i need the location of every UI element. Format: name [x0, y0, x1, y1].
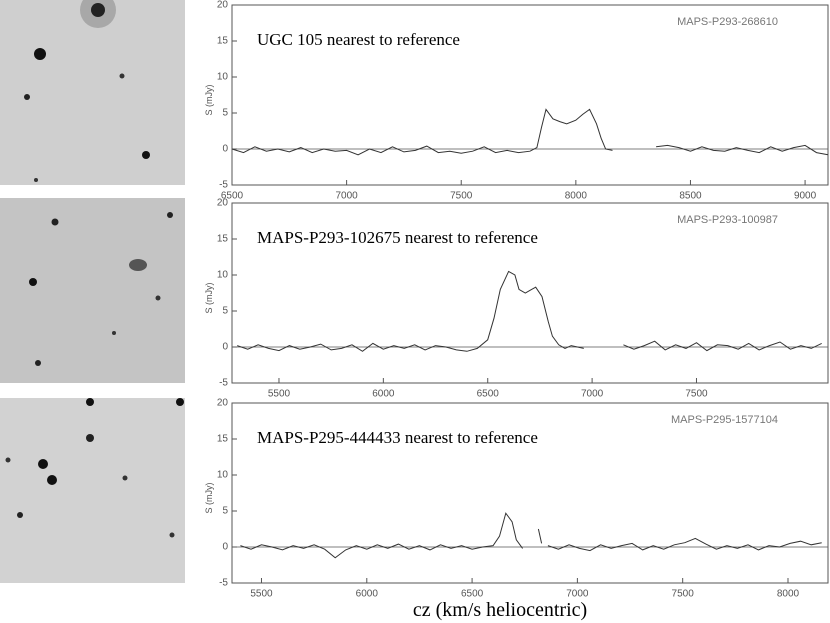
sky-image [0, 398, 185, 583]
x-tick-label: 5500 [250, 589, 273, 600]
sky-image [0, 0, 185, 185]
x-tick-label: 8000 [777, 589, 800, 600]
star [51, 218, 59, 226]
y-tick-label: 20 [217, 198, 229, 209]
y-tick-label: 15 [217, 234, 229, 245]
star [38, 459, 48, 469]
spectrum-line [231, 108, 829, 156]
star [112, 331, 116, 335]
y-tick-label: 10 [217, 72, 229, 83]
x-tick-label: 7000 [581, 389, 604, 400]
spectrum-line [240, 512, 822, 559]
panel-title: MAPS-P293-102675 nearest to reference [257, 228, 538, 247]
star [5, 457, 11, 463]
sky-images [0, 0, 185, 583]
x-tick-label: 6500 [477, 389, 500, 400]
y-tick-label: 0 [222, 144, 228, 155]
x-tick-label: 6500 [221, 191, 244, 202]
star [176, 398, 184, 406]
x-tick-label: 7500 [685, 389, 708, 400]
y-tick-label: 10 [217, 470, 229, 481]
y-tick-label: 5 [222, 108, 228, 119]
plot-frame [231, 402, 829, 584]
catalog-id: MAPS-P293-268610 [677, 16, 778, 28]
y-tick-label: 15 [217, 434, 229, 445]
star [167, 212, 173, 218]
y-tick-label: 0 [222, 342, 228, 353]
star [24, 94, 30, 100]
plot-frame [231, 202, 829, 384]
panel-title: MAPS-P295-444433 nearest to reference [257, 428, 538, 447]
x-tick-label: 8500 [679, 191, 702, 202]
y-axis-label: S (mJy) [204, 283, 214, 314]
x-tick-label: 7500 [672, 589, 695, 600]
y-tick-label: -5 [219, 578, 228, 589]
y-tick-label: 20 [217, 398, 229, 409]
x-tick-label: 6000 [372, 389, 395, 400]
x-tick-label: 8000 [565, 191, 588, 202]
star [29, 278, 37, 286]
y-tick-label: 5 [222, 306, 228, 317]
panel-title: UGC 105 nearest to reference [257, 30, 460, 49]
catalog-id: MAPS-P293-100987 [677, 214, 778, 226]
star [47, 475, 57, 485]
star [86, 398, 94, 406]
x-tick-label: 7500 [450, 191, 473, 202]
y-axis-label: S (mJy) [204, 483, 214, 514]
star [169, 532, 175, 538]
y-tick-label: 20 [217, 0, 229, 11]
star [86, 434, 94, 442]
x-tick-label: 9000 [794, 191, 817, 202]
x-tick-label: 7000 [335, 191, 358, 202]
x-tick-label: 6000 [356, 589, 379, 600]
y-axis-label: S (mJy) [204, 85, 214, 116]
star [155, 295, 161, 301]
star [119, 73, 125, 79]
plot-frame [231, 4, 829, 186]
x-tick-label: 5500 [268, 389, 291, 400]
star [34, 178, 38, 182]
galaxy-core [91, 3, 105, 17]
y-tick-label: -5 [219, 378, 228, 389]
y-tick-label: 5 [222, 506, 228, 517]
star [142, 151, 150, 159]
star [17, 512, 23, 518]
spectrum-line [237, 270, 822, 352]
star [34, 48, 46, 60]
x-axis-label: cz (km/s heliocentric) [413, 599, 587, 621]
x-tick-label: 7000 [566, 589, 589, 600]
galaxy [129, 259, 147, 271]
y-tick-label: 15 [217, 36, 229, 47]
star [122, 475, 128, 481]
x-tick-label: 6500 [461, 589, 484, 600]
catalog-id: MAPS-P295-1577104 [671, 414, 778, 426]
y-tick-label: 10 [217, 270, 229, 281]
y-tick-label: 0 [222, 542, 228, 553]
star [35, 360, 41, 366]
sky-image [0, 198, 185, 383]
y-tick-label: -5 [219, 180, 228, 191]
